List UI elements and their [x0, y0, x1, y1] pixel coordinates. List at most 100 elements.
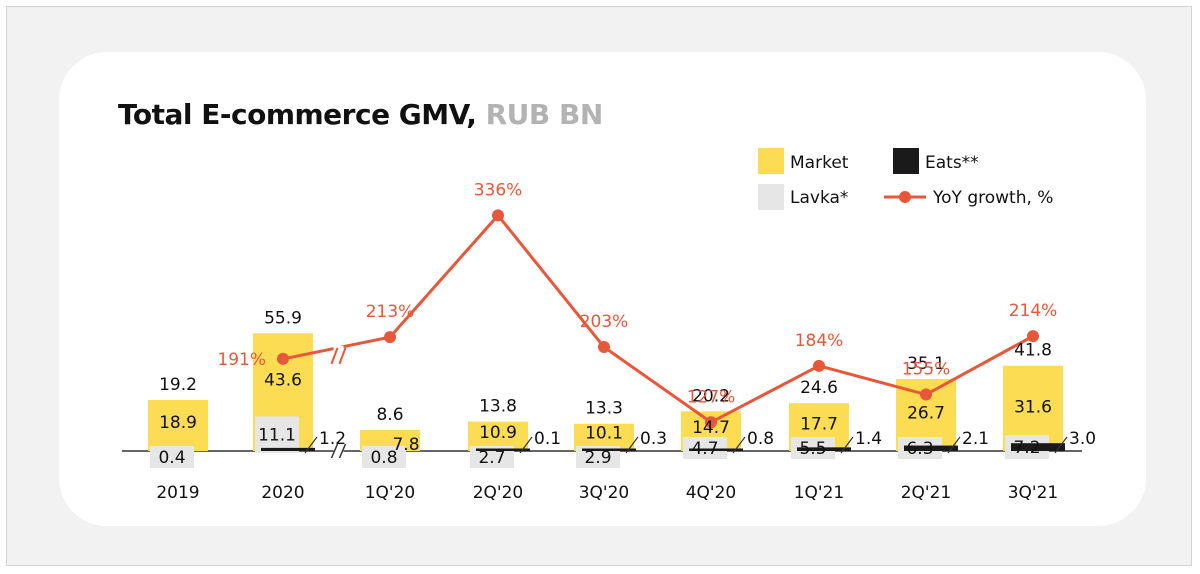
- label-eats-1q-21: 1.4: [855, 429, 882, 449]
- eats-leader-4q-20: [732, 436, 746, 454]
- x-tick-2q-21: 2Q'21: [901, 483, 952, 503]
- bar-market-2019: [148, 399, 208, 451]
- label-total-3q-21: 41.8: [1014, 341, 1052, 361]
- growth-point-1q-20: [384, 331, 396, 344]
- label-total-2q-21: 35.1: [907, 354, 945, 374]
- bar-lavka-3q-20: [576, 446, 620, 468]
- growth-label-1q-20: 213%: [366, 302, 415, 322]
- eats-leader-1q-21: [840, 436, 854, 454]
- label-market-2020: 43.6: [264, 370, 302, 390]
- bar-lavka-4q-20: [683, 437, 727, 459]
- label-eats-3q-20: 0.3: [640, 429, 667, 449]
- legend-label-market: Market: [790, 153, 849, 173]
- bar-lavka-2q-20: [470, 446, 514, 468]
- axis-break-gap: [333, 443, 344, 459]
- label-market-3q-20: 10.1: [585, 424, 623, 444]
- axis-break-mark-right: [338, 443, 347, 459]
- label-total-4q-20: 20.2: [692, 386, 730, 406]
- growth-segment-2q-20-3q-20: [496, 214, 606, 348]
- label-lavka-2020: 11.1: [258, 426, 296, 446]
- eats-leader-3q-21: [1054, 436, 1068, 454]
- growth-segment-4q-20-1q-21: [710, 364, 820, 424]
- bar-market-1q-20: [360, 429, 420, 451]
- line-break-mark-right: [338, 347, 347, 365]
- label-total-1q-20: 8.6: [376, 405, 403, 425]
- bar-lavka-1q-20: [362, 446, 406, 468]
- label-eats-2q-21: 2.1: [962, 429, 989, 449]
- bar-lavka-2020: [255, 416, 299, 453]
- bar-eats-2q-21: [904, 445, 958, 451]
- growth-label-2020: 191%: [217, 350, 266, 370]
- eats-leader-2q-21: [947, 436, 961, 454]
- label-market-2q-20: 10.9: [479, 423, 517, 443]
- legend: Market Eats** Lavka* YoY growth, %: [758, 148, 1053, 210]
- growth-point-4q-20: [705, 416, 717, 429]
- label-lavka-2q-21: 6.3: [906, 439, 933, 459]
- label-lavka-2019: 0.4: [158, 448, 185, 468]
- chart-title: Total E-commerce GMV, RUB BN: [118, 98, 603, 131]
- bar-eats-1q-21: [797, 447, 851, 451]
- label-lavka-2q-20: 2.7: [478, 448, 505, 468]
- bar-eats-3q-21: [1011, 443, 1065, 451]
- bars: [148, 333, 1068, 468]
- x-tick-2q-20: 2Q'20: [473, 483, 524, 503]
- label-market-3q-21: 31.6: [1014, 398, 1052, 418]
- x-tick-3q-21: 3Q'21: [1008, 483, 1059, 503]
- label-total-3q-20: 13.3: [585, 399, 623, 419]
- x-tick-1q-20: 1Q'20: [365, 483, 416, 503]
- x-tick-2019: 2019: [156, 483, 199, 503]
- eats-leader-3q-20: [625, 436, 639, 454]
- growth-segment-1q-21-2q-21: [818, 364, 927, 396]
- legend-swatch-market: [758, 148, 784, 174]
- label-market-4q-20: 14.7: [692, 418, 730, 438]
- label-lavka-1q-21: 5.5: [799, 439, 826, 459]
- growth-segment-2q-21-3q-21: [925, 334, 1034, 396]
- growth-label-3q-20: 203%: [580, 312, 629, 332]
- label-lavka-4q-20: 4.7: [691, 439, 718, 459]
- label-market-2q-21: 26.7: [907, 404, 945, 424]
- label-eats-2020: 1.2: [319, 429, 346, 449]
- growth-segment-3q-20-4q-20: [603, 345, 712, 424]
- line-break-mark-left: [330, 347, 339, 365]
- bar-eats-3q-20: [582, 448, 636, 451]
- eats-leader-2q-20: [519, 436, 533, 454]
- legend-swatch-eats: [893, 148, 919, 174]
- bar-eats-2020: [261, 447, 315, 451]
- label-lavka-1q-20: 0.8: [370, 448, 397, 468]
- growth-point-2q-20: [492, 209, 504, 222]
- label-market-2019: 18.9: [159, 413, 197, 433]
- label-lavka-3q-21: 7.2: [1013, 438, 1040, 458]
- label-market-1q-20: 7.8: [392, 435, 419, 455]
- growth-point-2q-21: [920, 388, 932, 401]
- label-eats-3q-21: 3.0: [1069, 429, 1096, 449]
- growth-point-3q-20: [598, 341, 610, 354]
- axis-break-mark-left: [330, 443, 339, 459]
- x-tick-2020: 2020: [261, 483, 304, 503]
- legend-label-growth: YoY growth, %: [932, 188, 1053, 208]
- label-total-2019: 19.2: [159, 375, 197, 395]
- legend-swatch-lavka: [758, 184, 784, 210]
- growth-label-2q-20: 336%: [474, 180, 523, 200]
- bar-eats-2q-20: [476, 448, 530, 451]
- data-labels: 18.90.419.21.243.611.155.97.80.88.60.110…: [158, 180, 1096, 468]
- bar-eats-4q-20: [689, 448, 743, 451]
- growth-label-2q-21: 155%: [902, 360, 951, 380]
- x-tick-4q-20: 4Q'20: [686, 483, 737, 503]
- growth-label-4q-20: 127%: [687, 387, 736, 407]
- growth-point-2020: [277, 352, 289, 365]
- label-eats-2q-20: 0.1: [534, 429, 561, 449]
- legend-label-lavka: Lavka*: [790, 188, 848, 208]
- x-axis-ticks: 2019 2020 1Q'20 2Q'20 3Q'20 4Q'20 1Q'21 2Q'21 3Q…: [156, 483, 1058, 503]
- x-tick-3q-20: 3Q'20: [579, 483, 630, 503]
- label-lavka-3q-20: 2.9: [584, 448, 611, 468]
- label-market-1q-21: 17.7: [800, 414, 838, 434]
- legend-swatch-growth-dot: [899, 191, 911, 203]
- label-eats-4q-20: 0.8: [747, 429, 774, 449]
- growth-label-3q-21: 214%: [1009, 301, 1058, 321]
- x-tick-1q-21: 1Q'21: [794, 483, 845, 503]
- growth-line: [277, 209, 1039, 429]
- bar-lavka-2019: [150, 446, 194, 468]
- label-total-2020: 55.9: [264, 308, 302, 328]
- label-total-1q-21: 24.6: [800, 378, 838, 398]
